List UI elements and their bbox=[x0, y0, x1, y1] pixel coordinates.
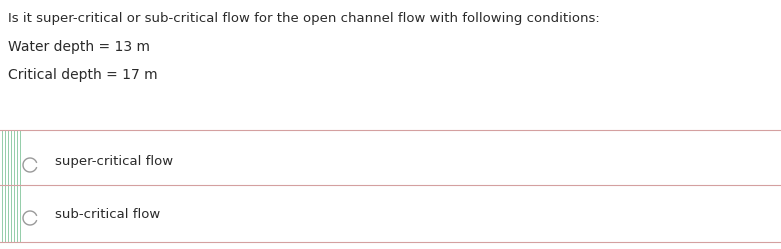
Text: Is it super-critical or sub-critical flow for the open channel flow with followi: Is it super-critical or sub-critical flo… bbox=[8, 12, 600, 25]
Text: Critical depth = 17 m: Critical depth = 17 m bbox=[8, 68, 158, 82]
Text: Water depth = 13 m: Water depth = 13 m bbox=[8, 40, 150, 54]
Text: super-critical flow: super-critical flow bbox=[55, 155, 173, 168]
Text: sub-critical flow: sub-critical flow bbox=[55, 208, 160, 221]
